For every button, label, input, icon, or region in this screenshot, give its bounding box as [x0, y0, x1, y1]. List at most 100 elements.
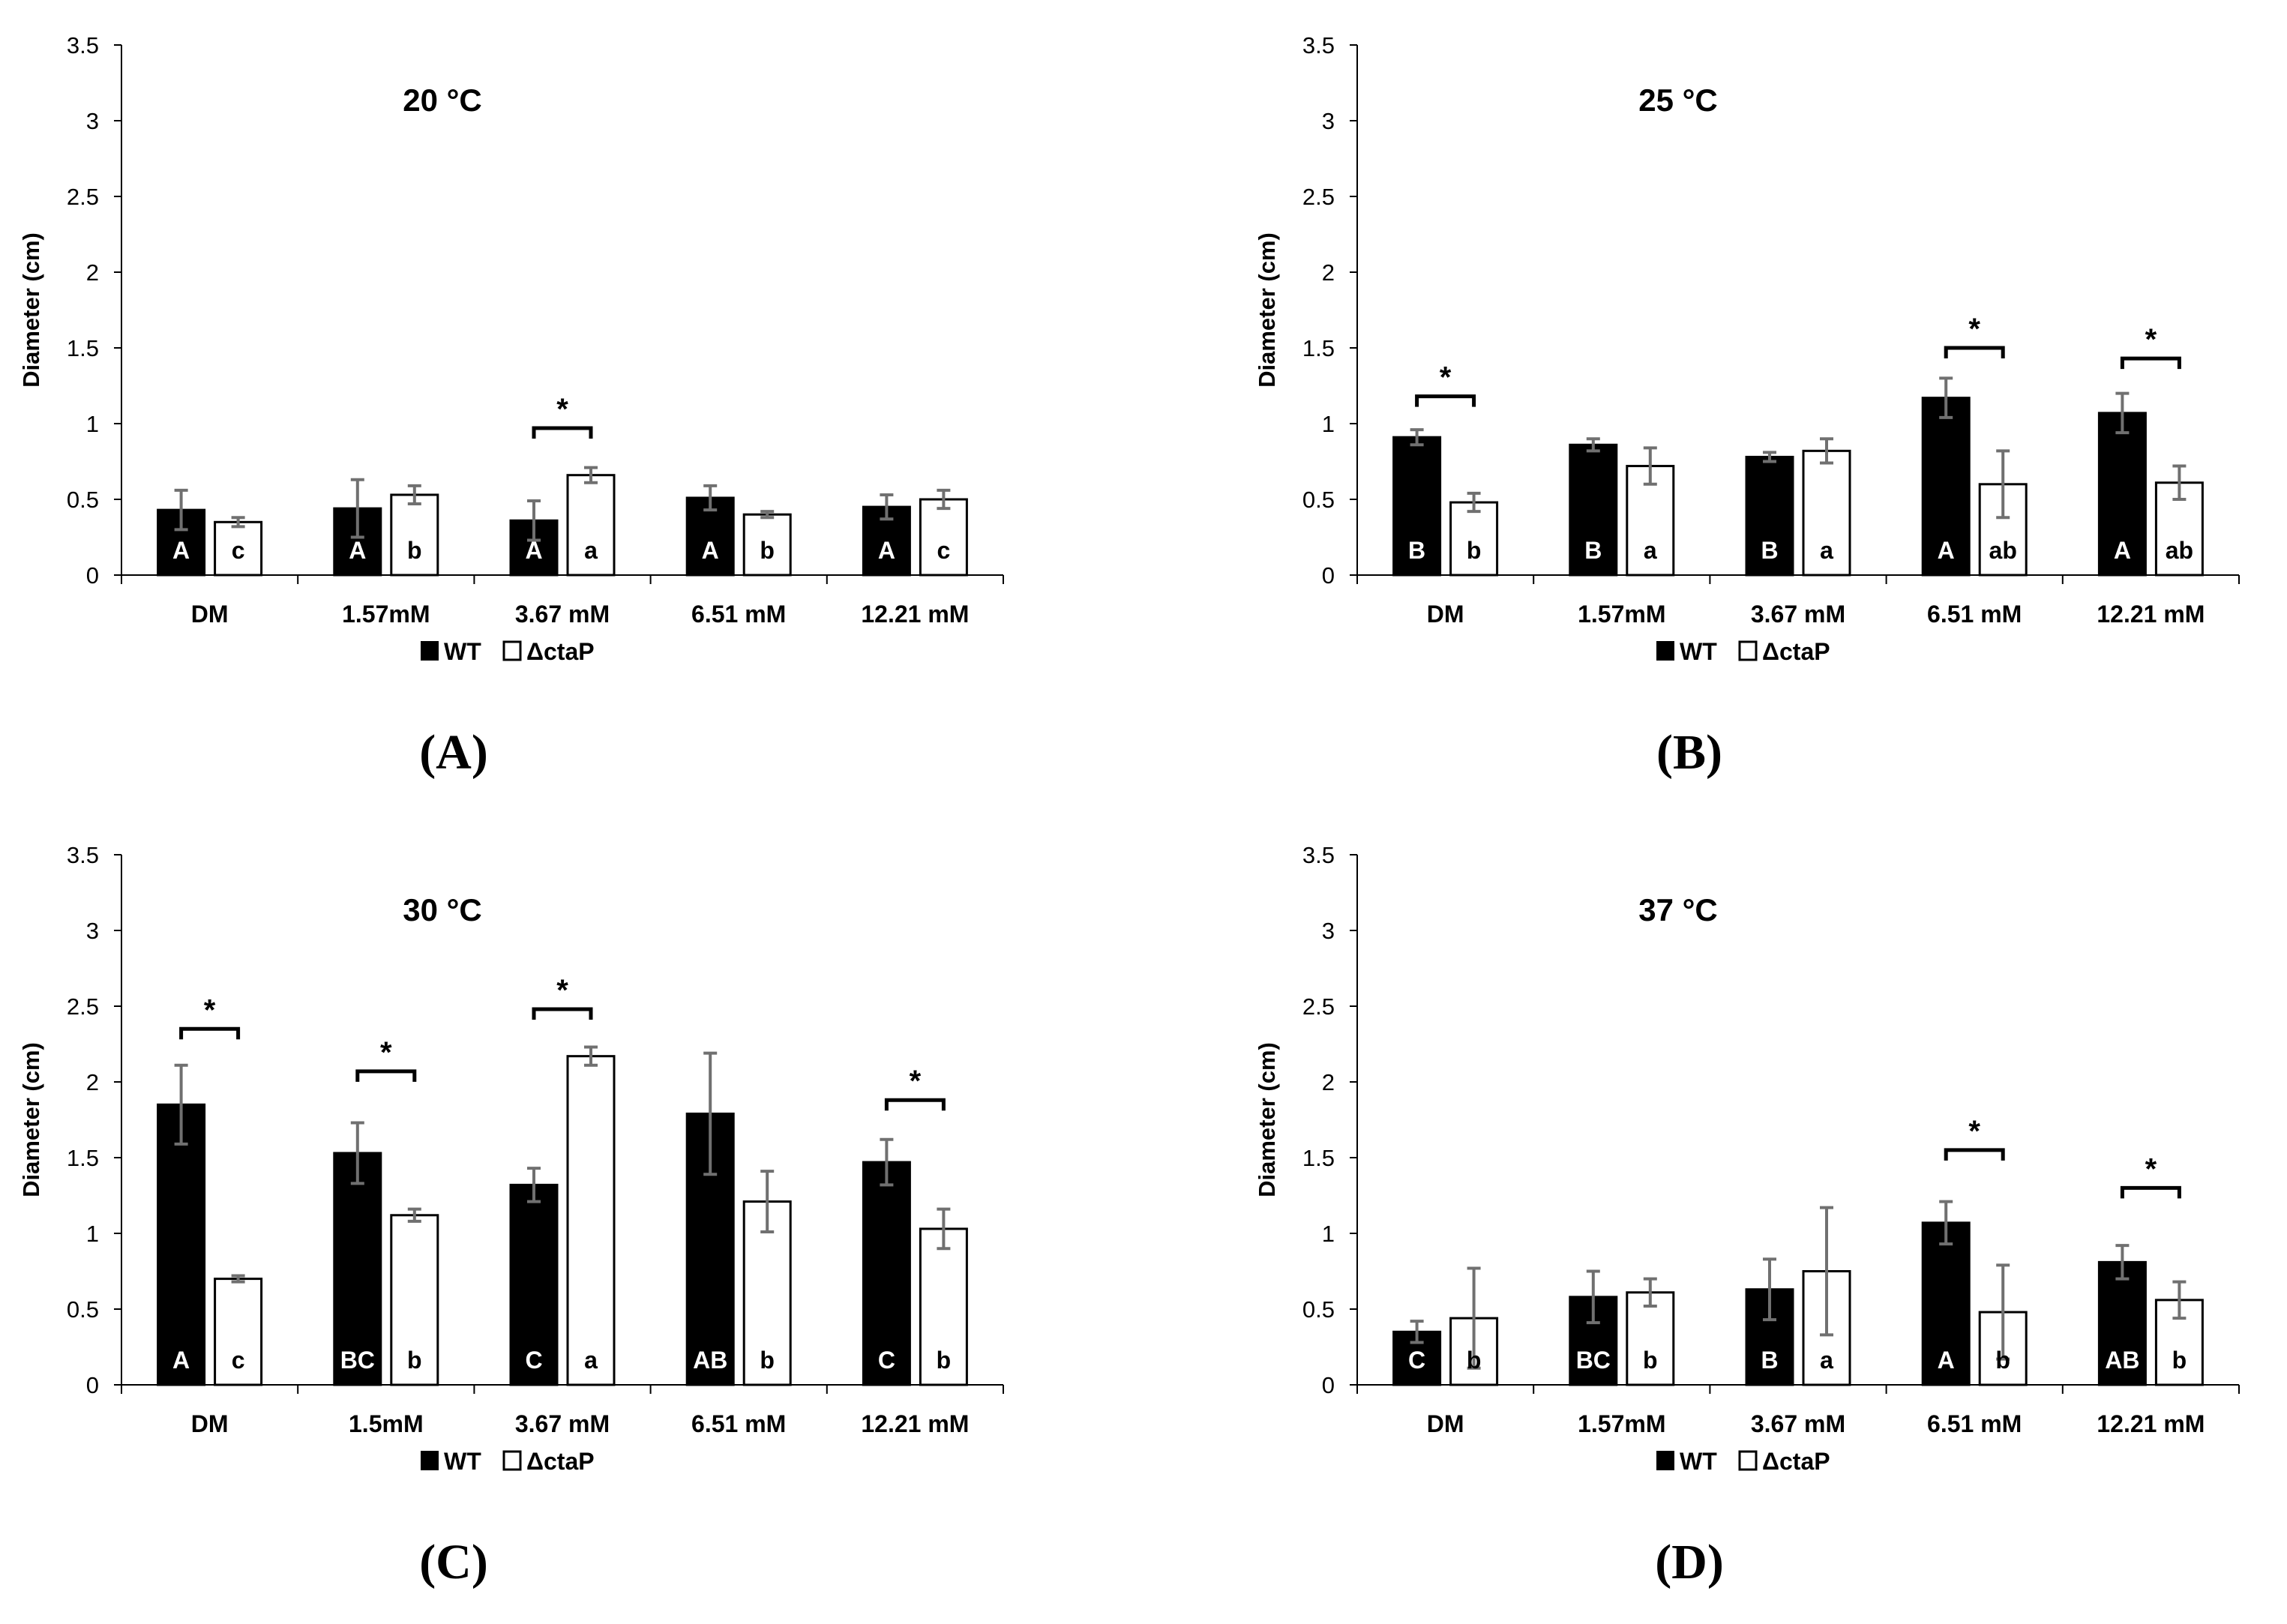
legend-swatch-wt [1656, 1451, 1674, 1470]
y-tick-label: 1 [86, 411, 99, 437]
x-tick-label: 3.67 mM [515, 1410, 610, 1437]
x-tick-label: 3.67 mM [515, 601, 610, 628]
y-tick-label: 1 [86, 1221, 99, 1247]
bar-mutant [742, 513, 792, 577]
y-tick-label: 3.5 [67, 842, 99, 868]
legend-swatch-wt [421, 1451, 439, 1470]
bar-wt [157, 508, 206, 577]
significance-bracket [884, 1098, 946, 1111]
chart-panel: 0 0.5 1 1.5 2 2.5 3 3.5 Diameter (cm) 20 °C DM 1.57… [18, 32, 1004, 780]
legend-label-mutant: ΔctaP [1762, 1448, 1830, 1475]
legend-swatch-mutant [502, 640, 522, 661]
bar-wt [509, 1183, 559, 1386]
significance-letter: a [584, 537, 598, 564]
y-tick-label: 2.5 [67, 993, 99, 1020]
bar-mutant [1449, 501, 1499, 577]
y-tick-label: 1 [1322, 411, 1335, 437]
x-tick-label: DM [1427, 601, 1464, 628]
y-tick-label: 2.5 [67, 184, 99, 210]
significance-bracket [1415, 394, 1476, 407]
y-tick-label: 0.5 [1302, 487, 1335, 513]
panel-label: (A) [419, 725, 488, 780]
y-tick-label: 2 [1322, 259, 1335, 286]
legend: WT ΔctaP [1656, 638, 1830, 665]
significance-letter: b [407, 537, 422, 564]
significance-star: * [1968, 313, 1980, 346]
y-axis-label: Diameter (cm) [18, 232, 44, 388]
significance-letter: AB [2105, 1347, 2139, 1374]
significance-letter: ab [2166, 537, 2193, 564]
y-tick-label: 2 [86, 259, 99, 286]
significance-letter: C [525, 1347, 542, 1374]
y-tick-label: 1 [1322, 1221, 1335, 1247]
significance-letter: B [1408, 537, 1425, 564]
significance-star: * [380, 1036, 392, 1069]
chart-title: 30 °C [403, 892, 482, 927]
legend-swatch-wt [421, 641, 439, 661]
y-tick-label: 1.5 [67, 1145, 99, 1171]
significance-letter: b [760, 1347, 775, 1374]
significance-letter: b [1643, 1347, 1658, 1374]
y-tick-label: 1.5 [67, 335, 99, 361]
significance-bracket [532, 426, 593, 439]
significance-letter: c [937, 537, 951, 564]
significance-letter: ab [1989, 537, 2017, 564]
x-tick-label: 12.21 mM [861, 1410, 969, 1437]
legend: WT ΔctaP [421, 638, 595, 665]
significance-bracket [532, 1007, 593, 1020]
legend-label-wt: WT [444, 1448, 481, 1475]
significance-letter: c [232, 1347, 245, 1374]
bar-wt [1392, 436, 1442, 577]
y-tick-label: 3.5 [67, 32, 99, 58]
x-tick-label: 12.21 mM [2097, 1410, 2205, 1437]
significance-star: * [2145, 323, 2157, 356]
y-tick-label: 3 [1322, 918, 1335, 944]
significance-letter: c [232, 537, 245, 564]
legend-swatch-mutant [502, 1450, 522, 1471]
legend-label-wt: WT [1680, 638, 1717, 665]
y-tick-label: 1.5 [1302, 335, 1335, 361]
bar-mutant [1626, 1291, 1675, 1386]
significance-bracket [179, 1026, 241, 1040]
x-tick-label: 12.21 mM [2097, 601, 2205, 628]
significance-letter: BC [340, 1347, 375, 1374]
significance-letter: b [2172, 1347, 2187, 1374]
y-tick-label: 3 [86, 108, 99, 134]
legend: WT ΔctaP [1656, 1448, 1830, 1475]
significance-letter: AB [693, 1347, 727, 1374]
y-tick-label: 0 [86, 1372, 99, 1398]
significance-letter: b [937, 1347, 952, 1374]
significance-bracket [1944, 1148, 2005, 1161]
bar-wt [1921, 1221, 1971, 1386]
panel-label: (C) [419, 1535, 488, 1590]
significance-letter: A [2114, 537, 2131, 564]
bar-wt [333, 1152, 382, 1386]
bar-wt [1745, 455, 1794, 577]
significance-letter: a [1644, 537, 1657, 564]
chart-panel: 0 0.5 1 1.5 2 2.5 3 3.5 Diameter (cm) 30 °C DM 1.5m… [18, 842, 1004, 1590]
y-tick-label: 0 [1322, 1372, 1335, 1398]
significance-letter: b [407, 1347, 422, 1374]
bar-mutant [390, 1214, 439, 1386]
significance-star: * [556, 393, 568, 426]
y-tick-label: 3.5 [1302, 842, 1335, 868]
bar-mutant [214, 1278, 263, 1386]
significance-letter: A [525, 537, 542, 564]
y-tick-label: 2 [1322, 1069, 1335, 1095]
x-tick-label: DM [191, 601, 229, 628]
significance-letter: A [1938, 1347, 1955, 1374]
y-tick-label: 0.5 [1302, 1296, 1335, 1323]
x-tick-label: 1.57mM [1578, 601, 1665, 628]
y-tick-label: 2.5 [1302, 184, 1335, 210]
bar-wt [509, 519, 559, 577]
x-tick-label: 6.51 mM [691, 1410, 786, 1437]
significance-star: * [2145, 1152, 2157, 1185]
y-tick-label: 2.5 [1302, 993, 1335, 1020]
bar-wt [2097, 1260, 2147, 1386]
x-tick-label: 6.51 mM [691, 601, 786, 628]
significance-star: * [910, 1065, 922, 1098]
significance-letter: A [702, 537, 719, 564]
significance-star: * [1440, 361, 1452, 394]
y-tick-label: 0.5 [67, 487, 99, 513]
